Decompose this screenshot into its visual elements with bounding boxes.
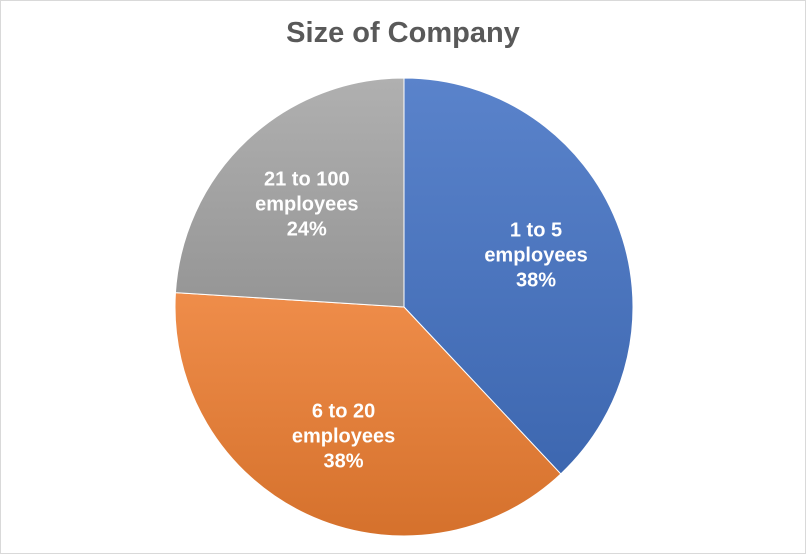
pie-data-label: 1 to 5 employees 38%: [484, 220, 587, 292]
chart-title: Size of Company: [286, 17, 520, 49]
pie-slice-1-to-5-employees: [403, 77, 634, 475]
pie-data-label: 6 to 20 employees 38%: [292, 400, 395, 472]
pie-slice-21-to-100-employees: [174, 77, 405, 308]
pie-slices: [174, 77, 634, 537]
pie-data-label: 21 to 100 employees 24%: [255, 169, 358, 241]
pie-slice-6-to-20-employees: [174, 292, 562, 537]
pie-labels: 1 to 5 employees 38% 6 to 20 employees 38% 21 …: [255, 169, 588, 473]
